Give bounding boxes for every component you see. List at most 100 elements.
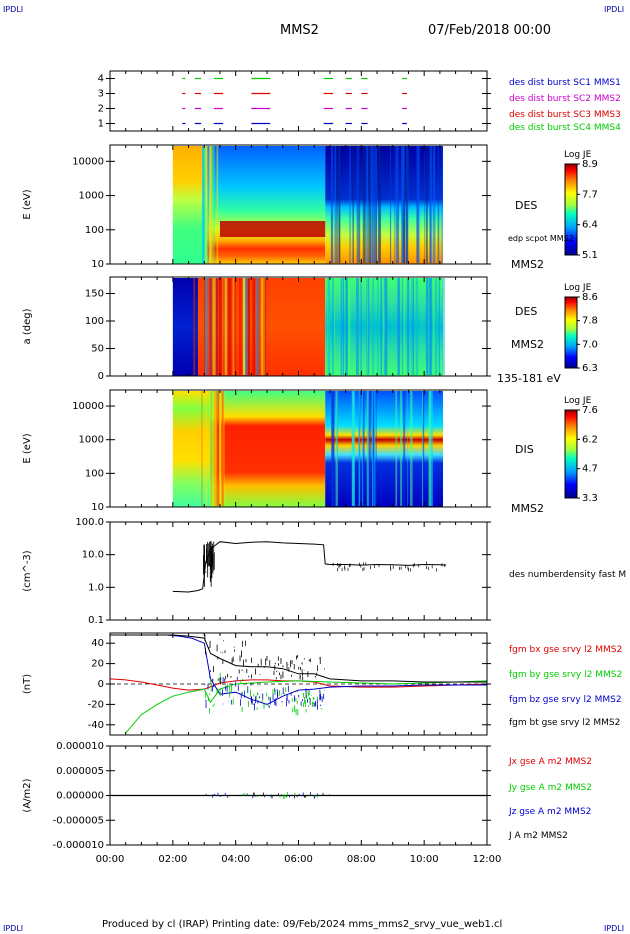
des-pitch-streak bbox=[348, 278, 351, 375]
des-pitch-streak bbox=[208, 278, 212, 375]
des-energy-y-tick-label: 100 bbox=[85, 225, 104, 236]
fgm-y-tick-label: 0 bbox=[98, 679, 104, 690]
dis-energy-streak bbox=[428, 391, 432, 506]
current-legend-j: J A m2 MMS2 bbox=[509, 831, 568, 841]
dis-energy-streak bbox=[351, 391, 355, 506]
des-energy-streak bbox=[336, 146, 338, 263]
density-y-tick-label: 1.0 bbox=[88, 582, 104, 593]
des-energy-streak bbox=[352, 146, 354, 263]
des-pitch-streak bbox=[228, 278, 231, 375]
des-energy-streak bbox=[440, 146, 442, 263]
des-pitch-streak bbox=[242, 278, 246, 375]
colorbar-tick-label: 7.7 bbox=[582, 189, 598, 200]
corner-label-top-left: IPDLI bbox=[3, 5, 24, 14]
dis-energy-colorbar bbox=[564, 409, 578, 499]
burst-y-tick-label: 4 bbox=[98, 74, 104, 85]
des-energy-streak bbox=[362, 146, 366, 263]
colorbar-title-des-energy: Log JE bbox=[564, 150, 592, 160]
colorbar-tick-label: 6.4 bbox=[582, 220, 598, 231]
des-energy-streak bbox=[405, 146, 408, 263]
spacecraft-title: MMS2 bbox=[280, 23, 319, 38]
colorbar-tick-label: 7.8 bbox=[582, 316, 598, 327]
des-pitch-streak bbox=[215, 278, 219, 375]
current-y-tick-label: 0.000005 bbox=[56, 766, 104, 777]
des-pitch-streak bbox=[224, 278, 227, 375]
x-tick-label: 10:00 bbox=[410, 854, 439, 865]
dis-energy-streak bbox=[361, 391, 364, 506]
des-pitch-streak bbox=[426, 278, 429, 375]
colorbar-tick-label: 7.6 bbox=[582, 405, 598, 416]
edp-scpot-label: edp scpot MMS2 bbox=[508, 234, 574, 243]
burst-y-tick-label: 1 bbox=[98, 119, 104, 130]
des-pitch-streak bbox=[233, 278, 235, 375]
dis-energy-streak bbox=[201, 391, 203, 506]
dis-energy-streak bbox=[372, 391, 374, 506]
des-energy-streak bbox=[374, 146, 377, 263]
colorbar-tick-label: 6.3 bbox=[582, 363, 598, 374]
des-energy-streak bbox=[203, 146, 205, 263]
des-energy-streak bbox=[359, 146, 361, 263]
des-energy-streak bbox=[437, 146, 440, 263]
dis-energy-streak bbox=[400, 391, 403, 506]
dis-energy-streak bbox=[211, 391, 214, 506]
des-energy-streak bbox=[207, 146, 209, 263]
des-energy-streak bbox=[368, 146, 371, 263]
des-energy-streak bbox=[417, 146, 420, 263]
des-energy-label: DES bbox=[515, 199, 538, 212]
des-energy-streak bbox=[213, 146, 215, 263]
des-pitch-streak bbox=[332, 278, 334, 375]
dis-energy-streak bbox=[422, 391, 425, 506]
des-pitch-streak bbox=[256, 278, 259, 375]
burst-legend-sc3: des dist burst SC3 MMS3 bbox=[509, 110, 621, 120]
des-pitch-streak bbox=[341, 278, 343, 375]
dis-energy-y-tick-label: 10 bbox=[91, 502, 104, 513]
x-tick-label: 02:00 bbox=[158, 854, 187, 865]
fgm-line-bx bbox=[109, 678, 488, 691]
dis-energy-streak bbox=[371, 391, 375, 506]
density-y-label: (cm^-3) bbox=[22, 550, 33, 591]
fgm-y-label: (nT) bbox=[22, 674, 33, 694]
colorbar-tick-label: 3.3 bbox=[582, 493, 598, 504]
des-pitch-streak bbox=[442, 278, 445, 375]
des-pitch-streak bbox=[204, 278, 208, 375]
des-energy-streak bbox=[338, 146, 341, 263]
des-energy-streak bbox=[349, 146, 351, 263]
colorbar-title-dis-energy: Log JE bbox=[564, 396, 592, 406]
datetime-title: 07/Feb/2018 00:00 bbox=[428, 23, 551, 38]
dis-energy-y-label: E (eV) bbox=[22, 433, 33, 463]
des-pitch-streak bbox=[215, 278, 216, 375]
fgm-line-bz bbox=[166, 634, 487, 705]
des-pitch-streak bbox=[215, 278, 217, 375]
density-line bbox=[172, 541, 447, 593]
dis-energy-streak bbox=[375, 391, 377, 506]
dis-energy-streak bbox=[422, 391, 423, 506]
des-pitch-streak bbox=[382, 278, 386, 375]
density-y-tick-label: 10.0 bbox=[82, 550, 104, 561]
des-pitch-streak bbox=[412, 278, 415, 375]
x-tick-label: 06:00 bbox=[284, 854, 313, 865]
des-energy-streak bbox=[396, 146, 400, 263]
des-pitch-streak bbox=[397, 278, 399, 375]
des-energy-streak bbox=[416, 146, 419, 263]
dis-energy-streak bbox=[430, 391, 433, 506]
burst-y-tick-label: 3 bbox=[98, 89, 104, 100]
des-pitch-streak bbox=[407, 278, 410, 375]
fgm-y-tick-label: 40 bbox=[91, 638, 104, 649]
des-pitch-streak bbox=[232, 278, 234, 375]
des-pitch-streak bbox=[356, 278, 359, 375]
current-legend-jz: Jz gse A m2 MMS2 bbox=[509, 807, 592, 817]
dis-energy-y-tick-label: 100 bbox=[85, 468, 104, 479]
dis-energy-streak bbox=[331, 391, 335, 506]
des-energy-streak bbox=[389, 146, 392, 263]
dis-energy-streak bbox=[395, 391, 398, 506]
current-y-tick-label: 0.000000 bbox=[56, 791, 104, 802]
corner-label-top-right: IPDLI bbox=[604, 5, 625, 14]
des-energy-streak bbox=[366, 146, 369, 263]
colorbar-tick-label: 8.6 bbox=[582, 292, 598, 303]
colorbar-tick-label: 6.2 bbox=[582, 434, 598, 445]
fgm-legend-bz: fgm bz gse srvy l2 MMS2 bbox=[509, 695, 622, 705]
des-pitch-streak bbox=[333, 278, 336, 375]
des-pitch-streak bbox=[429, 278, 433, 375]
fgm-legend-bt: fgm bt gse srvy l2 MMS2 bbox=[509, 718, 621, 728]
des-pitch-streak bbox=[264, 278, 267, 375]
